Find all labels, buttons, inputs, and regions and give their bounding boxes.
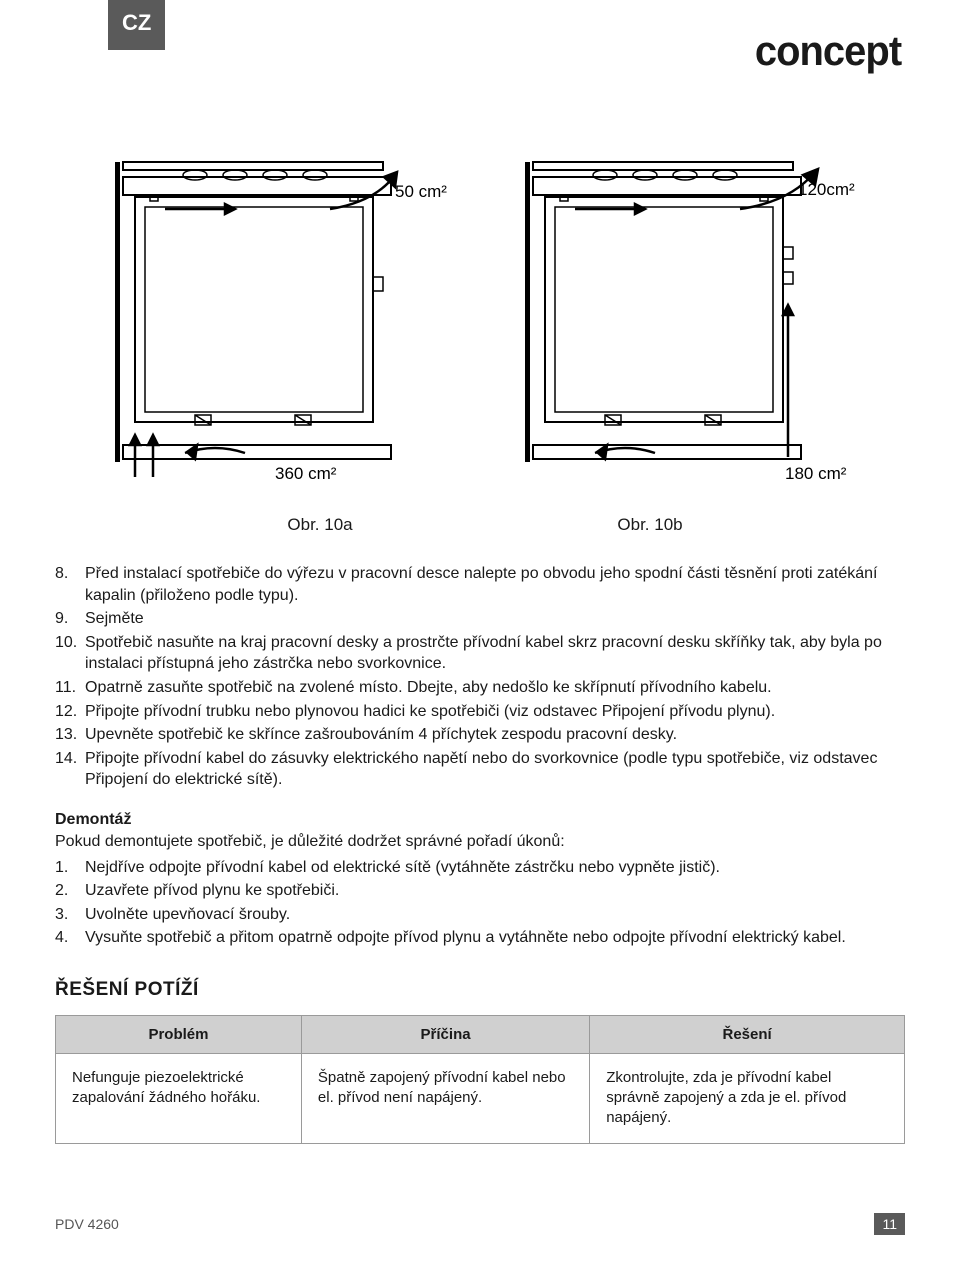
step-num: 8. bbox=[55, 563, 85, 606]
step-text: Uvolněte upevňovací šrouby. bbox=[85, 904, 905, 926]
step-num: 3. bbox=[55, 904, 85, 926]
step-text: Upevněte spotřebič ke skřínce zašroubová… bbox=[85, 724, 905, 746]
diagram-left: 50 cm² 360 cm² bbox=[95, 147, 455, 497]
table-row: Nefunguje piezoelektrické zapalování žád… bbox=[56, 1054, 904, 1143]
step-num: 9. bbox=[55, 608, 85, 630]
th-cause: Příčina bbox=[302, 1016, 590, 1053]
step-text: Připojte přívodní kabel do zásuvky elekt… bbox=[85, 748, 905, 791]
step-text: Spotřebič nasuňte na kraj pracovní desky… bbox=[85, 632, 905, 675]
demont-intro: Pokud demontujete spotřebič, je důležité… bbox=[55, 831, 905, 853]
label-180cm: 180 cm² bbox=[785, 464, 847, 483]
label-360cm: 360 cm² bbox=[275, 464, 337, 483]
language-badge: CZ bbox=[108, 0, 165, 50]
step-num: 11. bbox=[55, 677, 85, 699]
footer-model: PDV 4260 bbox=[55, 1216, 119, 1232]
demont-title: Demontáž bbox=[55, 811, 905, 829]
td-cause: Špatně zapojený přívodní kabel nebo el. … bbox=[302, 1054, 590, 1143]
th-problem: Problém bbox=[56, 1016, 302, 1053]
step-text: Připojte přívodní trubku nebo plynovou h… bbox=[85, 701, 905, 723]
td-problem: Nefunguje piezoelektrické zapalování žád… bbox=[56, 1054, 302, 1143]
page-number: 11 bbox=[874, 1213, 905, 1235]
diagram-row: 50 cm² 360 cm² bbox=[55, 147, 905, 497]
table-header-row: Problém Příčina Řešení bbox=[56, 1016, 904, 1054]
label-50cm: 50 cm² bbox=[395, 182, 447, 201]
step-text: Opatrně zasuňte spotřebič na zvolené mís… bbox=[85, 677, 905, 699]
step-text: Vysuňte spotřebič a přitom opatrně odpoj… bbox=[85, 927, 905, 949]
step-num: 12. bbox=[55, 701, 85, 723]
th-solution: Řešení bbox=[590, 1016, 904, 1053]
step-num: 4. bbox=[55, 927, 85, 949]
steps-list-2: 1.Nejdříve odpojte přívodní kabel od ele… bbox=[55, 857, 905, 949]
step-num: 14. bbox=[55, 748, 85, 791]
troubleshoot-title: ŘEŠENÍ POTÍŽÍ bbox=[55, 979, 905, 1001]
caption-right: Obr. 10b bbox=[617, 515, 682, 535]
td-solution: Zkontrolujte, zda je přívodní kabel sprá… bbox=[590, 1054, 904, 1143]
step-num: 1. bbox=[55, 857, 85, 879]
step-num: 2. bbox=[55, 880, 85, 902]
caption-left: Obr. 10a bbox=[287, 515, 352, 535]
troubleshoot-table: Problém Příčina Řešení Nefunguje piezoel… bbox=[55, 1015, 905, 1144]
step-text: Sejměte bbox=[85, 608, 905, 630]
brand-logo: concept bbox=[755, 30, 901, 72]
label-120cm: 120cm² bbox=[798, 180, 855, 199]
step-num: 10. bbox=[55, 632, 85, 675]
step-num: 13. bbox=[55, 724, 85, 746]
steps-list-1: 8.Před instalací spotřebiče do výřezu v … bbox=[55, 563, 905, 791]
step-text: Uzavřete přívod plynu ke spotřebiči. bbox=[85, 880, 905, 902]
step-text: Před instalací spotřebiče do výřezu v pr… bbox=[85, 563, 905, 606]
step-text: Nejdříve odpojte přívodní kabel od elekt… bbox=[85, 857, 905, 879]
diagram-right: 120cm² 180 cm² bbox=[505, 147, 865, 497]
